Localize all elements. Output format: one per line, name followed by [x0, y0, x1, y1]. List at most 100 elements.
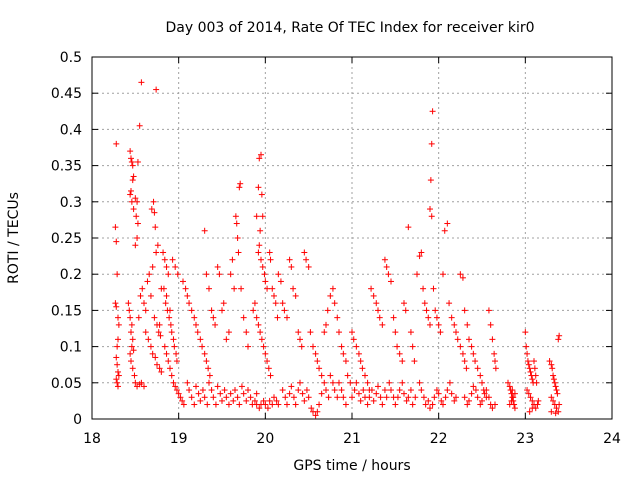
- data-point: [440, 271, 446, 278]
- data-point: [349, 394, 355, 401]
- data-point: [442, 394, 449, 401]
- data-point: [141, 383, 147, 390]
- data-point: [258, 151, 264, 158]
- data-point: [411, 358, 418, 365]
- data-point: [238, 285, 245, 292]
- data-point: [342, 401, 349, 408]
- data-point: [142, 307, 149, 314]
- data-point: [138, 379, 145, 386]
- data-point: [167, 321, 174, 328]
- data-point: [130, 206, 137, 213]
- data-point: [197, 397, 204, 404]
- data-point: [114, 343, 121, 350]
- data-point: [126, 307, 133, 314]
- data-point: [353, 343, 360, 350]
- y-tick-label: 0.05: [51, 376, 82, 392]
- data-point: [448, 314, 455, 321]
- data-point: [255, 249, 262, 256]
- data-point: [232, 213, 239, 220]
- data-point: [401, 390, 407, 397]
- data-point: [131, 372, 138, 379]
- data-point: [262, 401, 269, 408]
- data-point: [134, 220, 141, 227]
- data-point: [214, 383, 221, 390]
- data-point: [331, 387, 338, 394]
- data-point: [261, 271, 268, 278]
- data-point: [427, 321, 433, 328]
- data-point: [386, 379, 393, 386]
- data-point: [245, 387, 251, 394]
- data-point: [206, 379, 212, 386]
- x-axis-label: GPS time / hours: [293, 458, 410, 474]
- data-point: [193, 383, 199, 390]
- data-point: [509, 387, 516, 394]
- data-point: [477, 372, 484, 379]
- data-point: [206, 285, 212, 292]
- data-point: [310, 343, 316, 350]
- data-point: [229, 256, 236, 263]
- data-point: [219, 397, 225, 404]
- data-point: [329, 285, 336, 292]
- data-point: [470, 350, 477, 357]
- x-tick-label: 22: [430, 431, 448, 447]
- data-point: [420, 394, 427, 401]
- data-point: [160, 285, 167, 292]
- data-point: [128, 158, 135, 165]
- data-point: [129, 336, 136, 343]
- data-point: [297, 379, 303, 386]
- data-point: [266, 249, 273, 256]
- data-point: [225, 329, 232, 336]
- data-point: [429, 401, 436, 408]
- data-point: [381, 256, 388, 263]
- data-point: [546, 358, 553, 365]
- data-point: [162, 300, 169, 307]
- data-point: [451, 321, 458, 328]
- data-point: [253, 390, 260, 397]
- data-point: [321, 329, 328, 336]
- data-point: [385, 271, 392, 278]
- data-point: [555, 336, 562, 343]
- data-point: [243, 329, 250, 336]
- data-point: [284, 314, 290, 321]
- data-point: [233, 220, 240, 227]
- data-point: [396, 350, 403, 357]
- data-point: [208, 307, 215, 314]
- data-point: [128, 358, 134, 365]
- data-point: [479, 397, 485, 404]
- data-point: [201, 350, 208, 357]
- data-point: [250, 307, 257, 314]
- data-point: [173, 350, 180, 357]
- data-point: [113, 354, 120, 361]
- data-point: [418, 249, 425, 256]
- data-point: [409, 401, 416, 408]
- data-point: [154, 361, 160, 368]
- data-point: [433, 314, 440, 321]
- data-point: [206, 372, 213, 379]
- data-point: [321, 379, 328, 386]
- data-point: [357, 397, 364, 404]
- data-point: [132, 195, 139, 202]
- data-point: [325, 394, 332, 401]
- data-point: [236, 401, 243, 408]
- data-point: [115, 372, 122, 379]
- data-point: [338, 343, 345, 350]
- data-point: [297, 336, 303, 343]
- data-point: [113, 238, 120, 245]
- data-point: [170, 379, 177, 386]
- data-point: [446, 379, 453, 386]
- data-point: [429, 108, 436, 115]
- data-point: [113, 303, 120, 310]
- data-point: [221, 387, 228, 394]
- data-point: [290, 285, 297, 292]
- data-point: [448, 390, 455, 397]
- data-point: [522, 329, 529, 336]
- data-point: [425, 397, 432, 404]
- data-point: [264, 358, 271, 365]
- data-point: [208, 387, 215, 394]
- data-point: [161, 256, 168, 263]
- data-point: [492, 358, 498, 365]
- data-point: [132, 379, 139, 386]
- data-point: [288, 383, 295, 390]
- data-point: [379, 321, 386, 328]
- data-point: [227, 271, 234, 278]
